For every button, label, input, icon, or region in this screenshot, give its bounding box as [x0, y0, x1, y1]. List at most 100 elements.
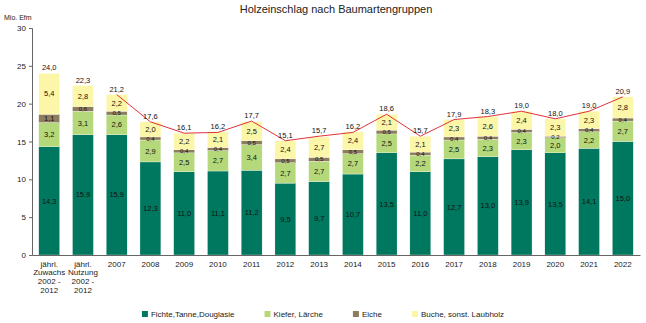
x-tick-label: 2022 — [614, 260, 632, 269]
data-label: 3,4 — [246, 153, 256, 162]
total-label: 17,7 — [244, 111, 259, 120]
data-label: 11,1 — [211, 209, 225, 218]
legend-label: Kiefer, Lärche — [274, 310, 324, 319]
data-label: 3,1 — [78, 119, 88, 128]
bar-segment — [106, 135, 127, 255]
data-label: 2,3 — [516, 137, 526, 146]
y-tick-label: 25 — [17, 62, 26, 71]
y-tick-mark — [29, 255, 32, 256]
y-axis-title: Mio. Efm — [4, 14, 32, 21]
data-label: 0,5 — [113, 110, 122, 116]
total-label: 16,2 — [346, 122, 361, 131]
data-label: 2,6 — [483, 122, 493, 131]
y-tick: 25 — [17, 62, 32, 71]
data-label: 2,7 — [280, 169, 290, 178]
data-label: 13,9 — [514, 198, 529, 207]
data-label: 2,1 — [381, 118, 391, 127]
x-tick: 2009 — [175, 260, 193, 269]
y-axis-line — [29, 29, 33, 256]
x-tick: 2010 — [209, 260, 227, 269]
data-label: 2,5 — [449, 145, 459, 154]
x-tick: 2015 — [378, 260, 396, 269]
bar-segment — [39, 147, 60, 255]
plot-area — [39, 73, 634, 255]
total-label: 17,6 — [143, 112, 158, 121]
y-tick: 30 — [17, 24, 32, 33]
data-label: 2,2 — [584, 136, 594, 145]
data-label: 0,4 — [517, 128, 526, 134]
bar-segment — [444, 159, 465, 255]
legend-label: Eiche — [362, 310, 383, 319]
bar-segment — [342, 132, 363, 150]
bar-segment — [275, 183, 296, 255]
total-label: 17,9 — [447, 110, 462, 119]
bar-segment — [579, 132, 600, 149]
data-label: 11,2 — [245, 208, 259, 217]
total-label: 21,2 — [109, 85, 124, 94]
bar-segment — [444, 120, 465, 137]
total-label: 15,7 — [413, 126, 428, 135]
data-label: 15,9 — [109, 190, 124, 199]
bar-segment — [410, 136, 431, 152]
bar-segment — [376, 153, 397, 255]
bar-segment — [579, 148, 600, 255]
data-label: 12,3 — [143, 204, 158, 213]
legend-swatch — [353, 311, 359, 317]
y-tick-mark — [29, 104, 32, 105]
total-line — [117, 95, 623, 141]
data-label: 2,7 — [314, 167, 324, 176]
x-tick-label: 2008 — [142, 260, 160, 269]
data-label: 0,5 — [315, 156, 324, 162]
data-label: 0,4 — [214, 146, 223, 152]
legend-swatch — [142, 311, 148, 317]
bar-segment — [444, 140, 465, 159]
data-label: 13,5 — [379, 200, 394, 209]
data-label: 2,5 — [381, 139, 391, 148]
bar-segment — [275, 163, 296, 183]
total-label: 15,1 — [278, 131, 293, 140]
x-tick: 2020 — [546, 260, 564, 269]
x-tick: 2012 — [276, 260, 294, 269]
bar-segment — [140, 140, 161, 162]
x-tick: 2022 — [614, 260, 632, 269]
total-label: 18,6 — [379, 104, 394, 113]
data-label: 3,2 — [44, 130, 54, 139]
data-label: 15,9 — [76, 190, 91, 199]
x-tick-label: 2021 — [580, 260, 598, 269]
bar-segment — [511, 111, 532, 129]
data-label: 2,6 — [111, 120, 121, 129]
x-tick: 2018 — [479, 260, 497, 269]
total-label: 16,2 — [211, 122, 226, 131]
x-tick-label: jährl.Nutzung2002 -2012 — [68, 260, 98, 295]
x-tick-label: 2016 — [411, 260, 429, 269]
data-label: 9,7 — [314, 214, 324, 223]
x-tick-label: 2013 — [310, 260, 328, 269]
total-label: 24,0 — [42, 63, 57, 72]
x-tick: 2021 — [580, 260, 598, 269]
bar-segment — [174, 172, 195, 255]
bar-segment — [477, 157, 498, 255]
data-label: 2,1 — [213, 135, 223, 144]
data-label: 0,4 — [585, 127, 594, 133]
x-tick: 2014 — [344, 260, 362, 269]
x-tick: 2008 — [142, 260, 160, 269]
x-axis-line — [33, 255, 641, 256]
y-tick-mark — [29, 28, 32, 29]
x-tick-label: 2011 — [243, 260, 261, 269]
title: Holzeinschlag nach Baumartengruppen — [240, 3, 433, 15]
data-label: 0,4 — [180, 148, 189, 154]
bar-segment — [410, 155, 431, 172]
data-label: 0,5 — [349, 149, 358, 155]
y-tick-mark — [29, 217, 32, 218]
data-label: 2,5 — [246, 127, 256, 136]
data-label: 2,7 — [213, 156, 223, 165]
data-label: 15,0 — [615, 194, 630, 203]
bar-segment — [342, 154, 363, 174]
total-label: 15,7 — [312, 126, 327, 135]
bar-segment — [174, 153, 195, 172]
y-tick-mark — [29, 179, 32, 180]
y-tick-label: 20 — [17, 100, 26, 109]
bar-segment — [72, 107, 93, 112]
x-tick-label: 2010 — [209, 260, 227, 269]
data-label: 0,5 — [281, 158, 290, 164]
